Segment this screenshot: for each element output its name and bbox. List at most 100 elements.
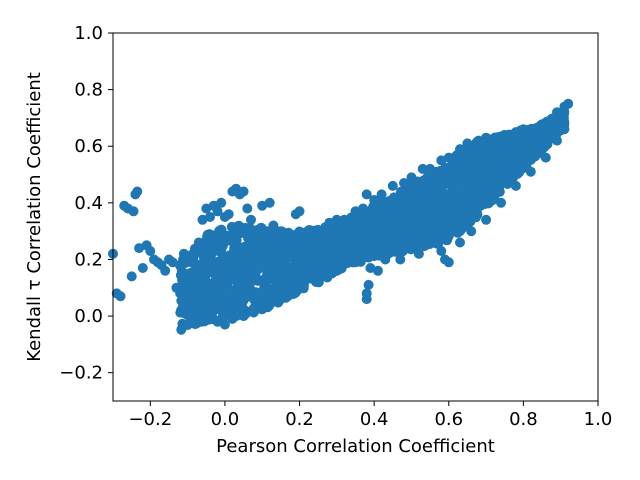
data-point [268,220,279,231]
data-point [221,305,232,316]
data-point [212,206,223,217]
data-point [238,186,249,197]
data-point [395,254,406,265]
data-point [186,294,197,305]
data-point [339,214,350,225]
data-point [350,257,361,268]
y-tick-label: 0.0 [74,306,103,327]
data-point [436,155,447,166]
data-point [167,257,178,268]
data-point [363,279,374,290]
data-point [372,265,383,276]
data-point [518,124,529,135]
data-point [206,258,217,269]
data-point [223,209,234,220]
data-point [145,246,156,256]
data-point [305,229,316,239]
data-point [399,178,409,188]
data-point [226,221,237,232]
data-point [413,248,424,259]
data-point [269,272,280,282]
data-point [510,163,521,174]
data-point [313,274,324,285]
y-tick-label: 1.0 [74,23,103,44]
x-tick-label: −0.2 [128,409,172,430]
data-point [358,231,369,242]
data-point [506,172,516,183]
data-point [176,259,187,269]
data-point [496,197,506,208]
data-point [205,212,215,222]
data-point [376,189,387,200]
data-point [373,207,384,218]
data-point [525,140,536,151]
data-point [391,198,402,209]
data-point [211,273,221,284]
data-point [296,241,307,252]
data-point [350,206,361,217]
data-point [253,237,264,248]
data-point [447,181,457,192]
data-point [505,140,516,150]
y-tick-label: 0.2 [74,249,103,270]
data-point [540,152,551,163]
x-axis-ticks: −0.2 0.0 0.2 0.4 0.6 0.8 1.0 [128,401,612,430]
data-point [225,252,236,263]
data-point [264,197,275,208]
data-point [400,243,411,254]
data-point [361,189,372,200]
data-point [455,237,465,248]
data-point [294,282,305,293]
x-tick-label: 0.4 [360,409,389,430]
data-point [519,147,530,158]
data-point [313,226,324,237]
data-point [450,170,461,181]
data-point [481,214,492,225]
data-point [466,226,477,237]
data-point [361,294,372,305]
data-point [251,261,262,272]
data-point [193,237,204,248]
data-point [264,291,275,302]
data-point [534,146,545,157]
data-point [197,214,208,225]
data-point [417,163,428,174]
data-point [418,192,428,203]
data-point [222,287,233,298]
data-point [227,313,238,324]
x-tick-label: 0.2 [285,409,314,430]
data-point [375,218,386,229]
data-point [249,226,260,237]
data-point [544,115,555,126]
data-point [386,209,396,220]
x-tick-label: 0.0 [211,409,240,430]
data-point [387,180,398,191]
data-point [406,212,417,223]
data-point [257,304,268,315]
y-tick-label: 0.8 [74,80,103,101]
data-point [444,230,455,241]
data-point [563,98,574,109]
data-point [421,238,432,249]
data-point [365,263,376,273]
data-point [251,287,262,298]
data-point [294,206,305,217]
data-point [430,182,441,193]
data-point [448,194,459,205]
data-point [238,311,249,322]
scatter-points [108,98,574,335]
data-point [266,239,277,250]
data-point [216,224,227,235]
data-point [462,210,473,221]
y-tick-label: 0.4 [74,193,103,214]
data-point [328,248,339,259]
x-axis-label: Pearson Correlation Coefficient [216,436,495,457]
data-point [246,214,256,225]
data-point [443,152,454,163]
data-point [374,227,385,238]
data-point [419,218,430,228]
data-point [220,265,231,276]
data-point [552,135,562,146]
data-point [216,197,227,208]
